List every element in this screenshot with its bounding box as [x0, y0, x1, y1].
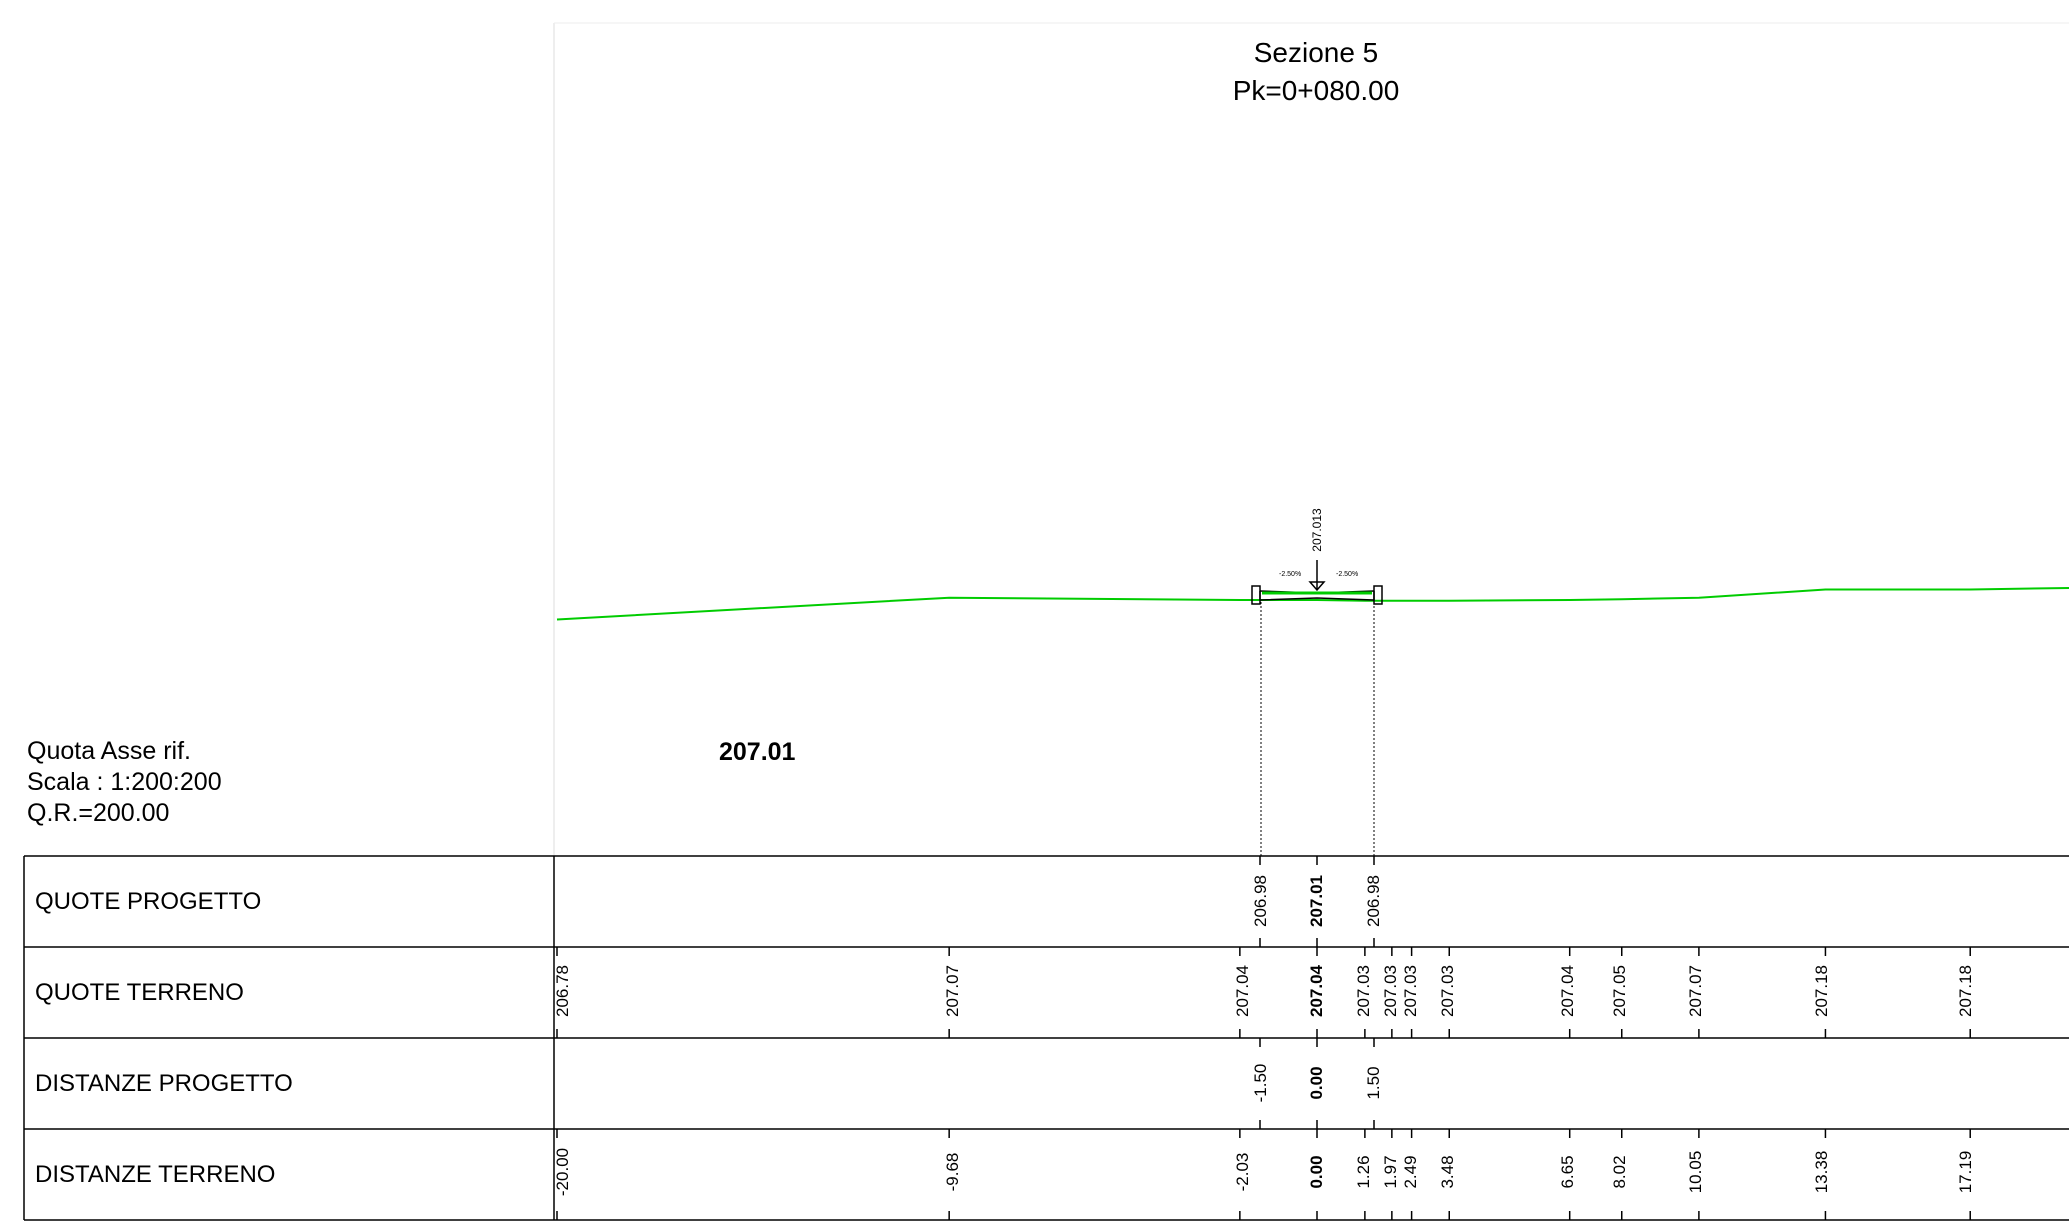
terrain-quota-value: 207.18	[1812, 965, 1831, 1017]
project-guide-lines	[1260, 602, 1375, 856]
project-quota-value: 206.98	[1364, 875, 1383, 927]
terrain-distance-value: 10.05	[1686, 1150, 1705, 1194]
terrain-quota-value: 207.03	[1401, 965, 1420, 1017]
axis-elevation-marker: 207.013	[1310, 508, 1324, 552]
section-pk: Pk=0+080.00	[1232, 75, 1400, 106]
section-title: Sezione 5	[1253, 37, 1379, 68]
terrain-distance-value: 0.00	[1307, 1155, 1326, 1189]
terrain-distance-value: 1.97	[1381, 1155, 1400, 1189]
terrain-distance-value: 1.26	[1354, 1155, 1373, 1189]
terrain-distance-value: 13.38	[1812, 1150, 1831, 1194]
terrain-distance-value: 3.48	[1438, 1155, 1457, 1189]
row-label-distanze-terreno: DISTANZE TERRENO	[35, 1161, 276, 1188]
left-curb	[1251, 585, 1261, 605]
terrain-distance-value: 6.65	[1558, 1155, 1577, 1189]
row-label-distanze-progetto: DISTANZE PROGETTO	[35, 1070, 293, 1097]
axis-elevation-label: 207.01	[719, 738, 796, 766]
terrain-quota-value: 207.03	[1438, 965, 1457, 1017]
terrain-distance-value: -20.00	[553, 1147, 572, 1197]
axis-marker	[1308, 560, 1326, 592]
right-curb	[1373, 585, 1383, 605]
terrain-quota-value: 207.04	[1233, 965, 1252, 1017]
terrain-quota-value: 207.04	[1558, 965, 1577, 1017]
project-distance-value: 1.50	[1364, 1066, 1383, 1100]
terrain-distance-value: 17.19	[1956, 1150, 1975, 1194]
project-quota-value: 206.98	[1251, 875, 1270, 927]
terrain-distance-value: -9.68	[943, 1152, 962, 1192]
terrain-quota-value: 207.18	[1956, 965, 1975, 1017]
slope-right-label: -2.50%	[1336, 571, 1359, 578]
terrain-quota-value: 206.78	[553, 965, 572, 1017]
table-tick-marks	[556, 856, 1971, 1220]
terrain-distance-value: 8.02	[1610, 1155, 1629, 1189]
quota-asse-label: Quota Asse rif.	[27, 737, 191, 765]
project-distance-value: 0.00	[1307, 1066, 1326, 1100]
terrain-quota-value: 207.03	[1354, 965, 1373, 1017]
terrain-distance-value: -2.03	[1233, 1152, 1252, 1192]
terrain-quota-value: 207.04	[1307, 965, 1326, 1017]
terrain-quota-value: 207.07	[1686, 965, 1705, 1017]
qr-label: Q.R.=200.00	[27, 799, 170, 827]
row-label-quote-progetto: QUOTE PROGETTO	[35, 888, 262, 915]
project-distance-value: -1.50	[1251, 1063, 1270, 1103]
row-label-quote-terreno: QUOTE TERRENO	[35, 979, 244, 1006]
terrain-quota-value: 207.03	[1381, 965, 1400, 1017]
slope-left-label: -2.50%	[1279, 571, 1302, 578]
scala-label: Scala : 1:200:200	[27, 768, 222, 796]
project-quota-value: 207.01	[1307, 875, 1326, 927]
data-table-grid	[23, 855, 2069, 1221]
terrain-quota-value: 207.05	[1610, 965, 1629, 1017]
terrain-quota-value: 207.07	[943, 965, 962, 1017]
terrain-distance-value: 2.49	[1401, 1155, 1420, 1189]
